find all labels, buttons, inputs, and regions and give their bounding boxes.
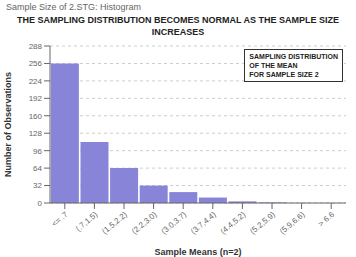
svg-text:128: 128	[29, 129, 43, 138]
svg-text:96: 96	[33, 147, 42, 156]
svg-text:(4.4,5.2): (4.4,5.2)	[219, 210, 248, 236]
svg-text:> 6.6: > 6.6	[317, 210, 337, 229]
svg-text:32: 32	[33, 181, 42, 190]
svg-text:0: 0	[38, 199, 43, 208]
svg-text:256: 256	[29, 59, 43, 68]
svg-text:(2.2,3.0): (2.2,3.0)	[130, 210, 159, 236]
svg-text:160: 160	[29, 112, 43, 121]
svg-text:288: 288	[29, 42, 43, 51]
svg-text:64: 64	[33, 164, 42, 173]
html-text:Sample Size of 2.STG: Histogra: Sample Size of 2.STG: Histogram	[6, 2, 142, 12]
svg-text:(5.2,5.9): (5.2,5.9)	[248, 210, 277, 236]
svg-text:<= .7: <= .7	[50, 210, 70, 229]
svg-text:(3.7,4.4): (3.7,4.4)	[189, 210, 218, 236]
svg-text:192: 192	[29, 94, 43, 103]
svg-text:224: 224	[29, 77, 43, 86]
svg-text:Number of Observations: Number of Observations	[8, 72, 13, 177]
svg-text:(.7,1.5): (.7,1.5)	[74, 210, 99, 233]
svg-text:(1.5,2.2): (1.5,2.2)	[100, 210, 129, 236]
svg-text:Sample Means (n=2): Sample Means (n=2)	[155, 247, 242, 257]
svg-text:(3.0,3.7): (3.0,3.7)	[160, 210, 189, 236]
html-text:SAMPLING DISTRIBUTION OF THE M: SAMPLING DISTRIBUTION OF THE MEAN FOR SA…	[249, 53, 338, 78]
svg-text:(5.9,6.6): (5.9,6.6)	[278, 210, 307, 236]
html-text:THE SAMPLING DISTRIBUTION BECO: THE SAMPLING DISTRIBUTION BECOMES NORMAL…	[17, 15, 339, 37]
